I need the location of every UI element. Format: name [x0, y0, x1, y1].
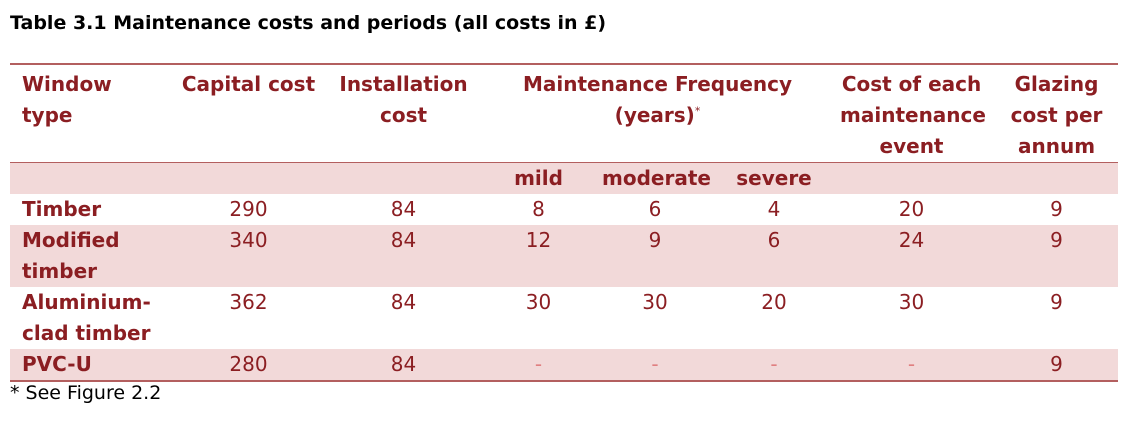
- header-glazing-cost: Glazing cost per annum: [983, 64, 1119, 163]
- row-window-type: Modified timber: [22, 228, 120, 283]
- cell-capital-cost: 362: [229, 290, 268, 314]
- header-maintenance-frequency-label: Maintenance Frequency (years): [522, 72, 793, 127]
- row-window-type: PVC-U: [22, 352, 92, 376]
- cell-capital-cost: 280: [229, 352, 268, 376]
- cell-mild: 30: [525, 290, 552, 314]
- cell-moderate: 30: [642, 290, 668, 314]
- cell-mild: 8: [532, 197, 545, 221]
- cell-event-cost: 20: [898, 197, 925, 221]
- cell-glazing-cost: 9: [1050, 352, 1063, 376]
- header-installation-cost: Installation cost: [320, 64, 475, 163]
- header-maintenance-frequency: Maintenance Frequency (years)*: [475, 64, 829, 163]
- cell-moderate: 6: [648, 197, 662, 221]
- cell-installation-cost: 84: [390, 228, 417, 252]
- cell-moderate: 9: [648, 228, 662, 252]
- cell-severe: 6: [767, 228, 781, 252]
- cell-mild: -: [534, 352, 543, 376]
- cell-capital-cost: 290: [229, 197, 268, 221]
- cell-glazing-cost: 9: [1050, 197, 1063, 221]
- cell-severe: 20: [761, 290, 787, 314]
- header-cost-each-event: Cost of each maintenance event: [828, 64, 986, 163]
- header-row: Window type Capital cost Installation co…: [10, 64, 1119, 163]
- subheader-mild: mild: [514, 166, 563, 190]
- table-row: Modified timber 340 84 12 9 6 24 9: [10, 225, 1119, 287]
- cell-capital-cost: 340: [229, 228, 268, 252]
- cell-severe: 4: [767, 197, 781, 221]
- cell-mild: 12: [525, 228, 552, 252]
- cell-installation-cost: 84: [390, 352, 417, 376]
- cell-glazing-cost: 9: [1050, 290, 1063, 314]
- subheader-moderate: moderate: [602, 166, 711, 190]
- cell-moderate: -: [651, 352, 659, 376]
- cell-event-cost: 24: [898, 228, 925, 252]
- cell-installation-cost: 84: [390, 197, 417, 221]
- maintenance-costs-table: Window type Capital cost Installation co…: [10, 63, 1119, 382]
- table-caption: Table 3.1 Maintenance costs and periods …: [10, 12, 607, 34]
- row-window-type: Timber: [22, 197, 102, 221]
- header-capital-cost: Capital cost: [165, 64, 320, 163]
- subheader-severe: severe: [736, 166, 812, 190]
- footnote-marker: *: [694, 104, 701, 118]
- cell-installation-cost: 84: [390, 290, 417, 314]
- cell-event-cost: 30: [898, 290, 925, 314]
- cell-severe: -: [770, 352, 778, 376]
- table-row: Timber 290 84 8 6 4 20 9: [10, 194, 1118, 225]
- cell-event-cost: -: [907, 352, 916, 376]
- footnote: * See Figure 2.2: [10, 382, 162, 404]
- header-window-type: Window type: [10, 64, 165, 163]
- table-row: PVC-U 280 84 - - - - 9: [10, 349, 1119, 381]
- row-window-type: Aluminium-clad timber: [22, 290, 151, 345]
- cell-glazing-cost: 9: [1050, 228, 1063, 252]
- subheader-row: mild moderate severe: [10, 162, 1119, 194]
- table-row: Aluminium-clad timber 362 84 30 30 20 30…: [10, 287, 1118, 349]
